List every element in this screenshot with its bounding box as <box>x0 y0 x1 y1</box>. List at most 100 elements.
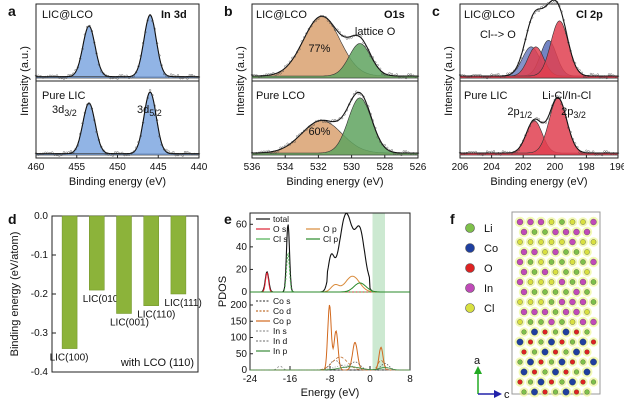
data-point <box>151 94 154 97</box>
atom <box>548 299 555 305</box>
top-sample-label: LIC@LCO <box>42 9 93 21</box>
data-point <box>107 153 110 156</box>
axis-c-arrow <box>494 390 502 398</box>
substrate-label: with LCO (110) <box>120 357 194 369</box>
data-point <box>288 143 291 146</box>
data-point <box>336 28 339 31</box>
data-point <box>573 142 577 145</box>
data-point <box>555 95 559 98</box>
data-point <box>582 75 586 78</box>
atom <box>537 218 545 226</box>
atom <box>573 249 580 255</box>
panel-f: f Li Co O In Cl a c <box>450 211 601 401</box>
data-point <box>488 151 491 154</box>
atom <box>579 338 587 346</box>
atom <box>590 339 597 345</box>
data-point <box>97 138 100 141</box>
atom <box>527 239 534 245</box>
atom <box>584 389 590 395</box>
data-point <box>571 138 574 141</box>
fit-envelope <box>460 0 618 77</box>
data-point <box>172 151 175 154</box>
axis-a-label: a <box>474 355 481 367</box>
data-point <box>528 124 532 128</box>
data-point <box>193 152 196 156</box>
data-point <box>188 73 191 77</box>
atom <box>569 339 576 345</box>
data-point <box>250 151 254 154</box>
atom <box>538 339 544 345</box>
data-point <box>616 152 620 155</box>
atom <box>538 279 544 285</box>
data-point <box>467 151 471 154</box>
data-point <box>146 96 149 99</box>
data-point <box>362 41 365 44</box>
data-point <box>123 154 126 157</box>
data-point <box>610 152 613 155</box>
atom <box>527 218 534 226</box>
x-tick-label: -16 <box>283 374 298 385</box>
data-point <box>195 153 198 156</box>
data-point <box>67 151 70 154</box>
data-point <box>397 76 401 79</box>
data-point <box>348 103 351 106</box>
data-point <box>322 15 325 18</box>
data-point <box>596 73 599 76</box>
data-point <box>312 123 315 126</box>
data-point <box>118 74 121 77</box>
legend-entry: O s <box>273 224 286 234</box>
data-point <box>616 75 620 78</box>
data-point <box>598 152 601 155</box>
atom <box>552 329 559 335</box>
atom <box>569 378 576 386</box>
data-point <box>76 66 79 69</box>
data-point <box>495 152 498 155</box>
data-point <box>190 73 194 77</box>
data-point <box>352 93 356 96</box>
atom <box>573 369 580 375</box>
data-point <box>594 153 597 156</box>
data-point <box>179 77 182 80</box>
cl-p-curve <box>250 282 410 293</box>
data-point <box>181 76 184 80</box>
panel-letter: b <box>224 3 233 19</box>
data-point <box>83 111 86 114</box>
data-point <box>515 67 518 70</box>
data-point <box>39 152 42 156</box>
data-point <box>286 142 289 145</box>
data-point <box>405 76 408 80</box>
atom <box>584 349 590 355</box>
data-point <box>533 12 536 15</box>
data-point <box>286 63 289 66</box>
legend-entry: total <box>273 214 289 224</box>
data-point <box>601 76 604 79</box>
data-point <box>357 92 360 96</box>
data-point <box>338 31 341 34</box>
data-point <box>492 150 495 153</box>
data-point <box>409 152 412 155</box>
data-point <box>479 153 482 156</box>
data-point <box>60 153 63 156</box>
bar <box>170 215 187 295</box>
data-point <box>137 141 140 144</box>
in-s-curve <box>250 364 410 371</box>
legend-atom <box>465 243 475 253</box>
x-tick-label: 450 <box>109 162 126 173</box>
data-point <box>291 56 294 59</box>
data-point <box>116 77 119 80</box>
atom <box>527 358 534 366</box>
data-point <box>76 144 79 147</box>
data-point <box>58 76 61 79</box>
data-point <box>569 49 572 52</box>
data-point <box>535 9 538 12</box>
data-point <box>594 74 597 77</box>
legend-atom <box>465 223 475 233</box>
data-point <box>284 144 287 147</box>
data-point <box>517 61 520 65</box>
data-point <box>360 35 363 38</box>
data-point <box>300 132 303 135</box>
data-point <box>553 98 556 102</box>
data-point <box>81 47 84 50</box>
data-point <box>116 151 119 154</box>
data-point <box>501 74 504 78</box>
